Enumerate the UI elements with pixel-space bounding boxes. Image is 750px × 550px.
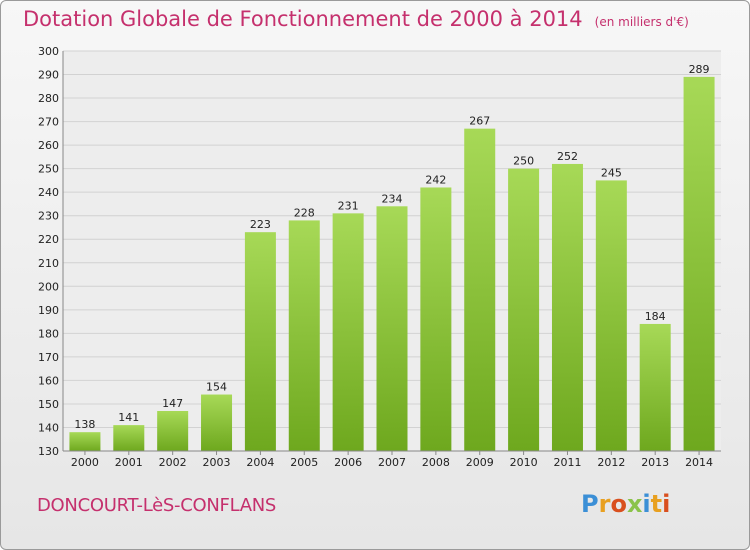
value-label-2004: 223	[250, 218, 271, 231]
value-label-2009: 267	[469, 115, 490, 128]
logo-letter: o	[610, 490, 627, 518]
logo-letter: i	[662, 490, 671, 518]
bar-2011	[551, 163, 583, 452]
logo-letter: r	[598, 490, 611, 518]
y-tick-label: 220	[38, 233, 59, 246]
y-tick-label: 130	[38, 445, 59, 458]
value-label-2001: 141	[118, 411, 139, 424]
x-tick-label-2008: 2008	[422, 456, 450, 469]
logo-letter: x	[626, 490, 643, 518]
value-label-2012: 245	[601, 166, 622, 179]
value-label-2006: 231	[338, 199, 359, 212]
bar-2014	[683, 76, 715, 451]
x-tick-label-2002: 2002	[159, 456, 187, 469]
y-tick-label: 290	[38, 69, 59, 82]
logo-letter: i	[642, 490, 651, 518]
y-tick-label: 180	[38, 327, 59, 340]
x-tick-label-2010: 2010	[510, 456, 538, 469]
x-tick-label-2006: 2006	[334, 456, 362, 469]
x-tick-label-2001: 2001	[115, 456, 143, 469]
x-tick-label-2007: 2007	[378, 456, 406, 469]
chart-title: Dotation Globale de Fonctionnement de 20…	[23, 7, 689, 31]
x-tick-label-2009: 2009	[466, 456, 494, 469]
value-label-2011: 252	[557, 150, 578, 163]
value-label-2013: 184	[645, 310, 666, 323]
x-tick-label-2000: 2000	[71, 456, 99, 469]
x-tick-label-2003: 2003	[203, 456, 231, 469]
title-unit: (en milliers d'€)	[594, 15, 689, 29]
y-tick-label: 250	[38, 163, 59, 176]
y-tick-label: 190	[38, 304, 59, 317]
bar-2007	[376, 206, 408, 451]
logo-letter: t	[650, 490, 663, 518]
bar-2003	[201, 394, 233, 451]
y-tick-label: 240	[38, 186, 59, 199]
y-tick-label: 140	[38, 421, 59, 434]
y-tick-label: 260	[38, 139, 59, 152]
x-tick-label-2012: 2012	[597, 456, 625, 469]
y-tick-label: 300	[38, 45, 59, 58]
bar-2000	[69, 432, 101, 451]
y-tick-label: 200	[38, 280, 59, 293]
bar-2008	[420, 187, 452, 451]
proxiti-logo: Proxiti	[581, 490, 670, 518]
commune-name: DONCOURT-LèS-CONFLANS	[37, 495, 277, 516]
bar-2009	[464, 128, 496, 451]
title-text: Dotation Globale de Fonctionnement de 20…	[23, 7, 583, 31]
value-label-2014: 289	[689, 63, 710, 76]
value-label-2010: 250	[513, 155, 534, 168]
x-tick-label-2014: 2014	[685, 456, 713, 469]
bar-2006	[332, 213, 364, 451]
x-tick-label-2013: 2013	[641, 456, 669, 469]
bar-2001	[113, 425, 145, 451]
value-label-2007: 234	[382, 192, 403, 205]
value-label-2002: 147	[162, 397, 183, 410]
y-tick-label: 160	[38, 374, 59, 387]
x-tick-label-2005: 2005	[290, 456, 318, 469]
value-label-2000: 138	[74, 418, 95, 431]
value-label-2005: 228	[294, 206, 315, 219]
value-label-2003: 154	[206, 381, 227, 394]
bar-2010	[508, 168, 540, 451]
bar-2002	[157, 411, 189, 451]
bar-2013	[639, 323, 671, 451]
value-label-2008: 242	[425, 173, 446, 186]
y-tick-label: 170	[38, 351, 59, 364]
bar-2005	[288, 220, 320, 451]
logo-letter: P	[581, 490, 599, 518]
bar-2004	[244, 232, 276, 451]
bar-layer	[69, 76, 715, 452]
y-tick-label: 280	[38, 92, 59, 105]
x-tick-label-2004: 2004	[246, 456, 274, 469]
y-tick-label: 210	[38, 257, 59, 270]
x-tick-label-2011: 2011	[553, 456, 581, 469]
y-tick-label: 150	[38, 398, 59, 411]
bar-2012	[595, 180, 627, 452]
y-tick-label: 270	[38, 116, 59, 129]
y-tick-label: 230	[38, 210, 59, 223]
label-layer: 138 2000 141 2001 147 2002 154 2003 223 2004 228 20…	[63, 63, 721, 469]
